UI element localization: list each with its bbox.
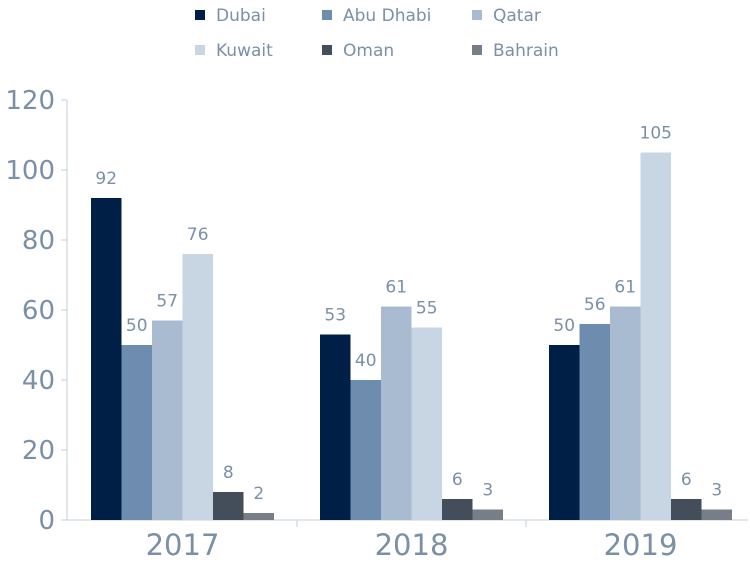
data-label-oman-2019: 6 [681,470,692,490]
bar-abu-dhabi-2019 [579,324,610,520]
legend-label-dubai: Dubai [216,6,266,26]
legend-swatch-qatar [472,10,482,20]
bar-bahrain-2017 [243,513,274,520]
x-tick-label-2019: 2019 [604,528,678,562]
legend-label-oman: Oman [343,41,394,61]
y-tick-label: 80 [22,226,55,256]
legend-swatch-dubai [195,10,205,20]
data-label-qatar-2019: 61 [614,278,636,298]
data-label-dubai-2019: 50 [553,316,575,336]
legend-swatch-oman [322,45,332,55]
legend-swatch-abu-dhabi [322,10,332,20]
bar-bahrain-2019 [701,509,732,520]
data-label-qatar-2017: 57 [156,292,178,312]
data-label-kuwait-2017: 76 [187,225,209,245]
bar-bahrain-2018 [472,509,503,520]
bar-oman-2018 [442,499,473,520]
x-axis: 2017 2018 2019 [67,519,748,562]
y-tick-label: 20 [22,436,55,466]
data-label-abu-dhabi-2019: 56 [584,295,606,315]
legend-label-qatar: Qatar [493,6,541,26]
x-tick-label-2017: 2017 [146,528,220,562]
data-label-bahrain-2019: 3 [711,481,722,501]
bar-dubai-2018 [320,334,351,520]
legend-swatch-bahrain [472,45,482,55]
bar-qatar-2018 [381,306,412,520]
data-label-dubai-2018: 53 [324,306,346,326]
bar-qatar-2019 [610,306,641,520]
data-label-bahrain-2017: 2 [253,484,264,504]
data-label-abu-dhabi-2017: 50 [126,316,148,336]
bar-qatar-2017 [152,320,183,520]
data-label-oman-2018: 6 [452,470,463,490]
y-tick-label: 120 [5,86,55,116]
y-tick-label: 100 [5,156,55,186]
bars [91,152,732,520]
bar-oman-2017 [213,492,244,520]
legend-label-kuwait: Kuwait [216,41,273,61]
legend-label-abu-dhabi: Abu Dhabi [343,6,431,26]
data-label-dubai-2017: 92 [95,169,117,189]
y-tick-label: 0 [38,506,55,536]
bar-abu-dhabi-2018 [350,380,381,520]
bar-dubai-2017 [91,198,122,520]
legend: Dubai Abu Dhabi Qatar Kuwait Oman Bahrain [195,6,559,61]
bar-kuwait-2017 [182,254,213,520]
data-label-oman-2017: 8 [223,463,234,483]
data-label-abu-dhabi-2018: 40 [355,351,377,371]
bar-dubai-2019 [549,345,580,520]
bar-kuwait-2018 [411,327,442,520]
y-tick-label: 60 [22,296,55,326]
y-tick-label: 40 [22,366,55,396]
legend-swatch-kuwait [195,45,205,55]
bar-kuwait-2019 [640,152,671,520]
data-label-kuwait-2019: 105 [640,124,672,144]
bar-abu-dhabi-2017 [121,345,152,520]
data-label-kuwait-2018: 55 [416,299,438,319]
bar-oman-2019 [671,499,702,520]
y-axis: 0 20 40 60 80 100 120 [5,86,68,536]
data-label-bahrain-2018: 3 [482,481,493,501]
x-tick-label-2018: 2018 [375,528,449,562]
legend-label-bahrain: Bahrain [493,41,559,61]
data-label-qatar-2018: 61 [385,278,407,298]
